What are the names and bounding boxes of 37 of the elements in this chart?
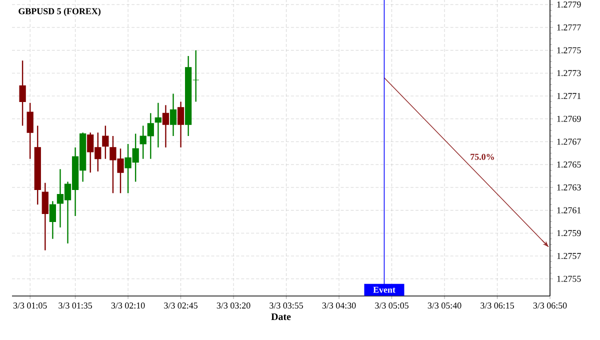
x-tick-label: 3/3 01:05: [13, 302, 47, 309]
ref-line-label: Event: [373, 286, 396, 293]
y-tick-label: 1.2761: [557, 207, 581, 214]
x-tick-label: 3/3 03:55: [270, 302, 303, 309]
x-tick-label: 3/3 06:50: [533, 302, 567, 309]
candlestick: [177, 101, 184, 148]
candlestick: [154, 102, 162, 148]
y-tick-label: 1.2757: [557, 252, 581, 260]
x-tick-label: 3/3 02:10: [111, 302, 145, 309]
candlestick: [26, 102, 34, 160]
y-tick-label: 1.2755: [557, 276, 581, 282]
y-tick-label: 1.2759: [557, 230, 581, 236]
x-axis-title: Date: [271, 313, 291, 320]
y-tick-label: 1.2779: [557, 2, 581, 8]
y-tick-label: 1.2777: [557, 24, 581, 30]
candlestick: [170, 93, 177, 137]
candlestick: [49, 200, 56, 240]
y-tick-label: 1.2775: [557, 47, 581, 54]
y-tick-label: 1.2763: [557, 184, 581, 190]
x-tick-label: 3/3 06:15: [480, 302, 514, 309]
candlestick: [162, 104, 170, 148]
candlestick: [42, 182, 48, 251]
candlestick: [19, 60, 26, 126]
y-tick-label: 1.2767: [557, 138, 581, 145]
x-tick-label: 3/3 05:05: [375, 302, 408, 309]
x-tick-label: 3/3 02:45: [164, 302, 198, 309]
candlestick: [102, 125, 109, 160]
annotation: 75.0%: [470, 154, 494, 160]
x-tick-label: 3/3 05:40: [428, 302, 462, 309]
x-tick-label: 3/3 04:30: [322, 302, 356, 309]
y-tick-label: 1.2771: [557, 92, 581, 100]
y-tick-label: 1.2765: [557, 162, 581, 168]
text: GBPUSD 5 (FOREX): [18, 8, 101, 16]
x-tick-label: 3/3 01:35: [58, 302, 92, 309]
x-tick-label: 3/3 03:20: [216, 302, 250, 309]
y-tick-label: 1.2769: [557, 116, 581, 122]
y-tick-label: 1.2773: [557, 70, 581, 76]
